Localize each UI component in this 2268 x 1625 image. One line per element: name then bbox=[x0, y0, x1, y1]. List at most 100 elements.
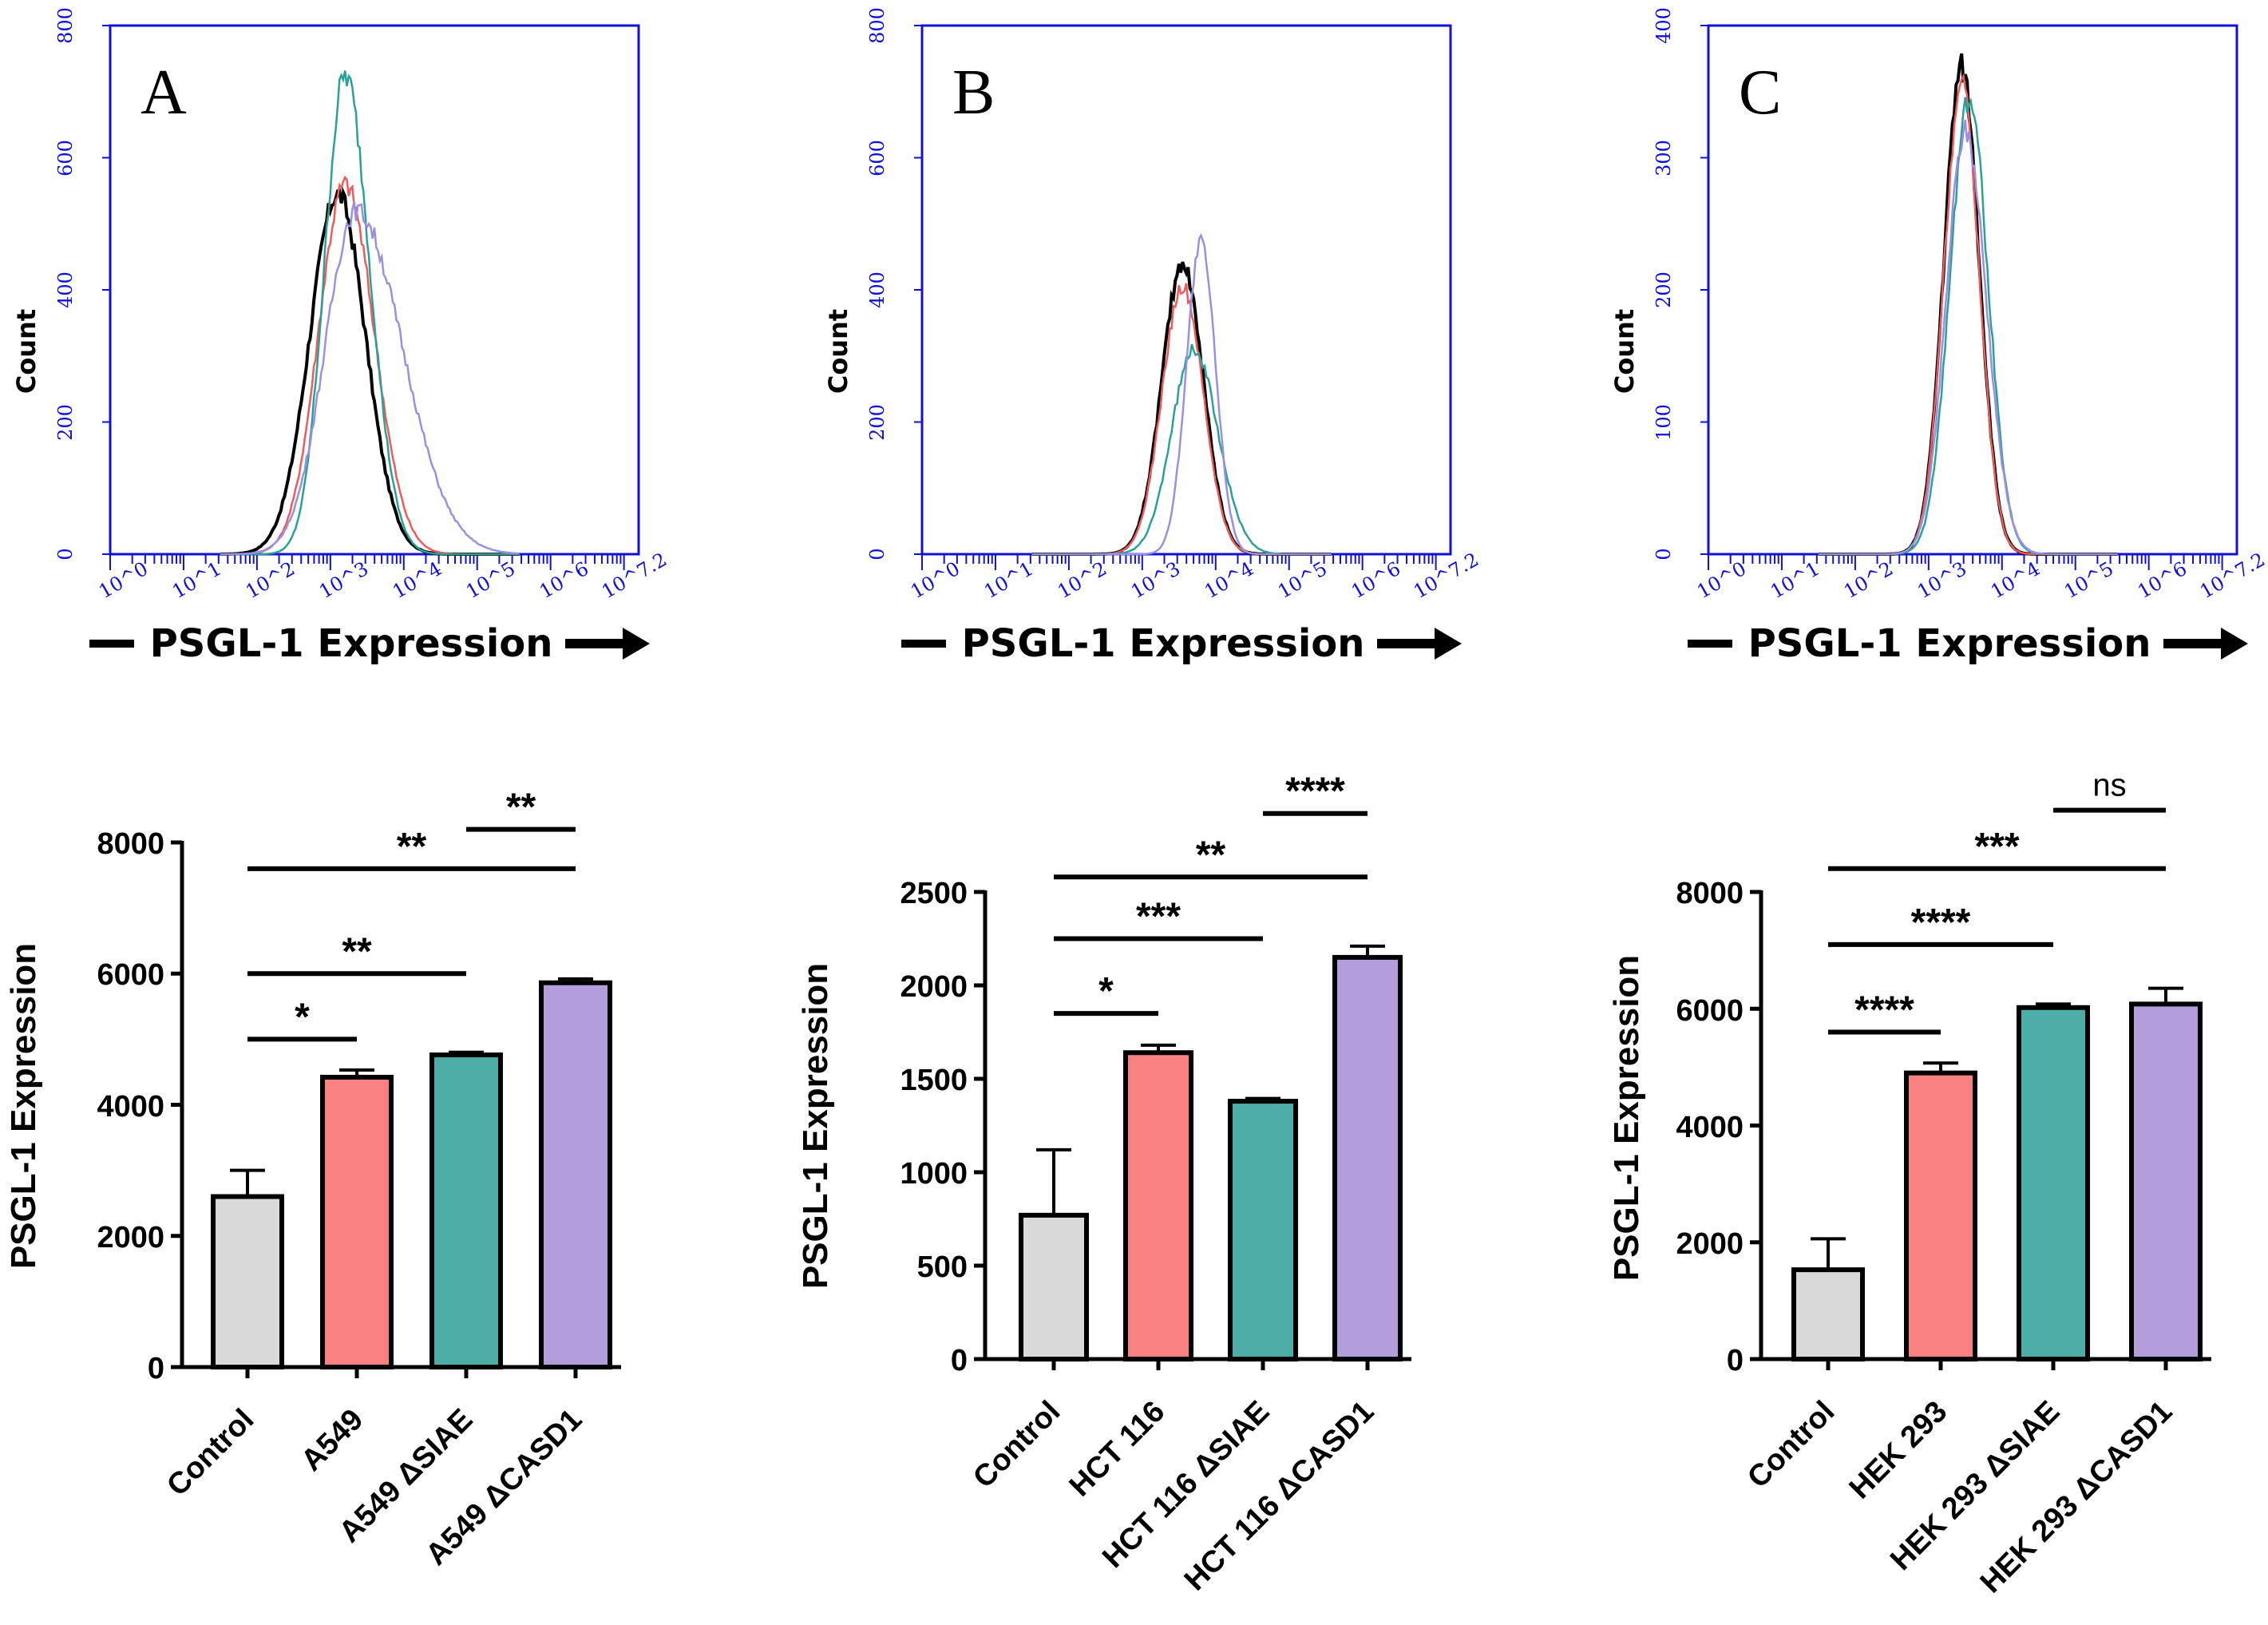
flow-x-tick: 10^6 bbox=[1348, 557, 1404, 603]
significance-label: **** bbox=[1854, 989, 1914, 1032]
flow-x-tick: 10^5 bbox=[2060, 557, 2117, 603]
flow-x-axis-label-text: PSGL-1 Expression bbox=[150, 621, 553, 666]
flow-x-tick: 10^1 bbox=[168, 557, 225, 603]
flow-y-tick: 0 bbox=[54, 548, 77, 560]
bar-y-axis-label: PSGL-1 Expression bbox=[4, 943, 43, 1269]
flow-plot-frame bbox=[109, 24, 640, 556]
bar-y-tick: 4000 bbox=[97, 1090, 164, 1124]
flow-y-ticks: 0 200 400 600 800 bbox=[866, 7, 889, 561]
bar-plot-area: ***********ns bbox=[1750, 768, 2211, 1370]
bar-panel-a549: PSGL-1 Expression 0 2000 4000 6000 8000 … bbox=[4, 787, 621, 1571]
bar-y-tick: 6000 bbox=[97, 958, 164, 992]
bar-y-tick: 8000 bbox=[97, 827, 164, 861]
bar-category-label: Control bbox=[967, 1395, 1067, 1495]
flow-y-tick: 100 bbox=[1653, 404, 1675, 441]
bar-category-label: HEK 293 bbox=[1843, 1395, 1954, 1506]
flow-x-tick: 10^7.2 bbox=[1410, 549, 1482, 604]
flow-x-tick: 10^6 bbox=[2134, 557, 2191, 603]
flow-x-tick: 10^4 bbox=[1987, 557, 2044, 603]
flow-x-tick: 10^4 bbox=[389, 557, 445, 603]
bar-y-tick: 0 bbox=[148, 1352, 164, 1385]
histogram-curve-teal bbox=[1031, 343, 1332, 556]
bar-category-label: HCT 116 ΔCASD1 bbox=[1178, 1395, 1381, 1598]
bar-y-tick: 500 bbox=[917, 1250, 968, 1284]
flow-y-tick: 300 bbox=[1653, 140, 1675, 176]
bar-category-label: Control bbox=[1741, 1395, 1841, 1495]
flow-x-tick: 10^0 bbox=[907, 557, 964, 603]
significance-label: ** bbox=[397, 826, 427, 868]
histogram-curve-teal bbox=[1818, 97, 2118, 556]
bar-panel-hct116: PSGL-1 Expression 0 500 1000 1500 2000 2… bbox=[796, 771, 1411, 1598]
flow-y-tick: 0 bbox=[866, 548, 889, 560]
flow-x-axis-label-text: PSGL-1 Expression bbox=[1748, 621, 2151, 666]
flow-x-tick: 10^3 bbox=[1914, 557, 1970, 603]
bar-panel-hek293: PSGL-1 Expression 0 2000 4000 6000 8000 … bbox=[1607, 768, 2211, 1600]
bar bbox=[2017, 1005, 2090, 1361]
flow-x-axis-label-text: PSGL-1 Expression bbox=[962, 621, 1365, 666]
bar bbox=[1019, 1212, 1089, 1361]
flow-plot-frame bbox=[1707, 24, 2238, 556]
bar-plot-area: ********** bbox=[974, 771, 1411, 1370]
flow-y-axis-label: Count bbox=[1609, 309, 1640, 394]
bar-y-tick: 1500 bbox=[900, 1064, 968, 1097]
right-arrow-icon bbox=[1377, 628, 1462, 660]
flow-curves bbox=[1031, 232, 1332, 556]
flow-x-tick: 10^7.2 bbox=[2196, 549, 2268, 604]
flow-x-ticks: 10^0 10^1 10^2 10^3 10^4 10^5 10^6 10^7.… bbox=[907, 549, 1482, 604]
histogram-curve-black bbox=[1818, 53, 2118, 556]
flow-x-tick: 10^5 bbox=[1274, 557, 1331, 603]
flow-y-tick: 200 bbox=[54, 404, 77, 441]
bar-y-tick: 0 bbox=[951, 1344, 968, 1377]
histogram-curve-lavender bbox=[220, 201, 520, 556]
panel-letter-b: B bbox=[952, 57, 995, 128]
flow-x-axis-label: PSGL-1 Expression bbox=[901, 621, 1462, 666]
bar-y-tick: 2500 bbox=[900, 877, 968, 910]
significance-label: ** bbox=[506, 787, 536, 829]
bar-category-label: HCT 116 bbox=[1063, 1395, 1172, 1504]
bar-y-tick: 4000 bbox=[1676, 1111, 1744, 1144]
bar-category-labels: Control HEK 293 HEK 293 ΔSIAE HEK 293 ΔC… bbox=[1741, 1395, 2179, 1600]
significance-label: ** bbox=[1196, 834, 1226, 876]
significance-label: **** bbox=[1285, 771, 1345, 813]
bar-y-tick: 8000 bbox=[1676, 877, 1744, 910]
flow-x-axis-label: PSGL-1 Expression bbox=[89, 621, 650, 666]
flow-x-tick: 10^6 bbox=[536, 557, 592, 603]
flow-x-tick: 10^3 bbox=[315, 557, 372, 603]
bar-category-label: HEK 293 ΔCASD1 bbox=[1974, 1395, 2179, 1600]
bar bbox=[429, 1052, 503, 1369]
flow-y-ticks: 0 100 200 300 400 bbox=[1653, 7, 1675, 561]
bar bbox=[211, 1194, 284, 1369]
flow-y-tick: 400 bbox=[866, 271, 889, 308]
flow-x-tick: 10^2 bbox=[242, 557, 299, 603]
bar-y-tick: 6000 bbox=[1676, 994, 1744, 1028]
bar bbox=[2129, 1001, 2203, 1362]
flow-curves bbox=[1818, 53, 2118, 556]
bar-y-tick: 2000 bbox=[97, 1221, 164, 1254]
flow-y-tick: 600 bbox=[866, 140, 889, 176]
significance-label: * bbox=[1098, 970, 1114, 1013]
significance-label: ** bbox=[342, 930, 372, 973]
bar-plot-area: ******* bbox=[171, 787, 621, 1378]
flow-x-tick: 10^2 bbox=[1840, 557, 1897, 603]
flow-panel-a: A Count 0 200 400 600 800 10^0 10^1 10^2… bbox=[11, 7, 671, 666]
bar-category-label: Control bbox=[160, 1403, 260, 1503]
bar-y-tick: 2000 bbox=[900, 970, 968, 1004]
flow-x-tick: 10^4 bbox=[1201, 557, 1257, 603]
histogram-curve-black bbox=[1031, 261, 1332, 556]
flow-y-axis-label: Count bbox=[823, 309, 853, 394]
flow-y-tick: 600 bbox=[54, 140, 77, 176]
flow-x-tick: 10^7.2 bbox=[598, 549, 671, 604]
bar-y-tick: 0 bbox=[1727, 1344, 1744, 1377]
flow-x-axis-label: PSGL-1 Expression bbox=[1688, 621, 2248, 666]
histogram-curve-teal bbox=[220, 70, 520, 556]
histogram-curve-red bbox=[1818, 73, 2118, 556]
bar bbox=[1228, 1099, 1298, 1361]
bar bbox=[1332, 954, 1403, 1362]
flow-y-tick: 200 bbox=[1653, 271, 1675, 308]
panel-letter-a: A bbox=[141, 57, 187, 128]
significance-label: *** bbox=[1136, 896, 1181, 938]
significance-label: ns bbox=[2092, 768, 2126, 803]
flow-panel-c: C Count 0 100 200 300 400 10^0 10^1 10^2… bbox=[1609, 7, 2268, 666]
flow-minor-ticks bbox=[102, 25, 625, 570]
